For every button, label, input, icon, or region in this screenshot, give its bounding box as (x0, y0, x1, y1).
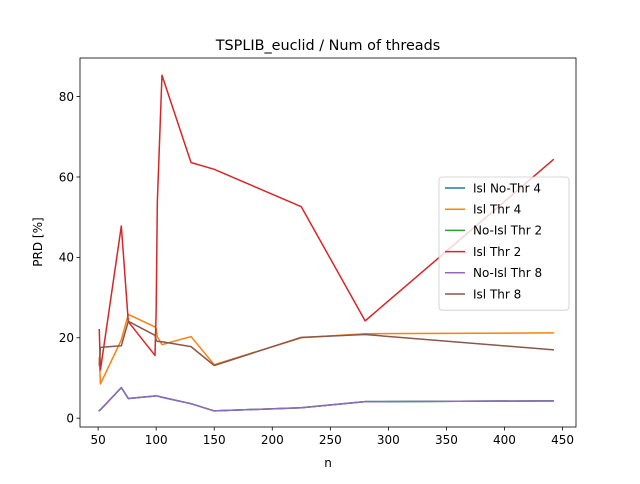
x-tick-label: 100 (145, 433, 168, 447)
x-tick-label: 150 (203, 433, 226, 447)
x-axis-label: n (324, 456, 332, 470)
y-tick-label: 60 (59, 170, 74, 184)
legend-label: Isl Thr 4 (473, 203, 521, 217)
series-line-6 (98, 320, 555, 367)
legend-label: Isl No-Thr 4 (473, 181, 541, 195)
legend-label: No-Isl Thr 2 (473, 224, 542, 238)
legend-box (438, 176, 570, 311)
legend: Isl No-Thr 4 Isl Thr 4 No-Isl Thr 2 Isl Thr… (438, 176, 570, 311)
x-tick-label: 250 (319, 433, 342, 447)
legend-label: No-Isl Thr 8 (473, 266, 542, 280)
series-line-5 (98, 386, 554, 412)
axes-frame (79, 57, 577, 428)
x-tick-label: 400 (493, 433, 516, 447)
x-tick-label: 200 (261, 433, 284, 447)
y-tick-label: 40 (59, 251, 74, 265)
series-line-4 (98, 74, 555, 371)
y-tick-label: 80 (59, 90, 74, 104)
legend-label: Isl Thr 8 (473, 287, 521, 301)
x-tick-label: 300 (377, 433, 400, 447)
plot-area: 50 100 150 200 250 300 350 400 450 0 20 40 60 80 (59, 57, 577, 447)
x-tick-label: 450 (551, 433, 574, 447)
y-tick-label: 20 (59, 331, 74, 345)
y-axis-label: PRD [%] (31, 217, 45, 266)
legend-label: Isl Thr 2 (473, 245, 521, 259)
chart-title: TSPLIB_euclid / Num of threads (215, 38, 441, 54)
x-tick-label: 350 (435, 433, 458, 447)
x-tick-label: 50 (90, 433, 105, 447)
y-tick-label: 0 (66, 411, 74, 425)
